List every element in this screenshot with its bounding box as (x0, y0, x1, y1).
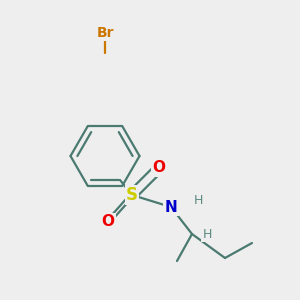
Text: H: H (193, 194, 203, 208)
Text: O: O (152, 160, 166, 175)
Text: Br: Br (96, 26, 114, 40)
Text: H: H (202, 227, 212, 241)
Text: S: S (126, 186, 138, 204)
Text: N: N (165, 200, 177, 214)
Text: O: O (101, 214, 115, 230)
